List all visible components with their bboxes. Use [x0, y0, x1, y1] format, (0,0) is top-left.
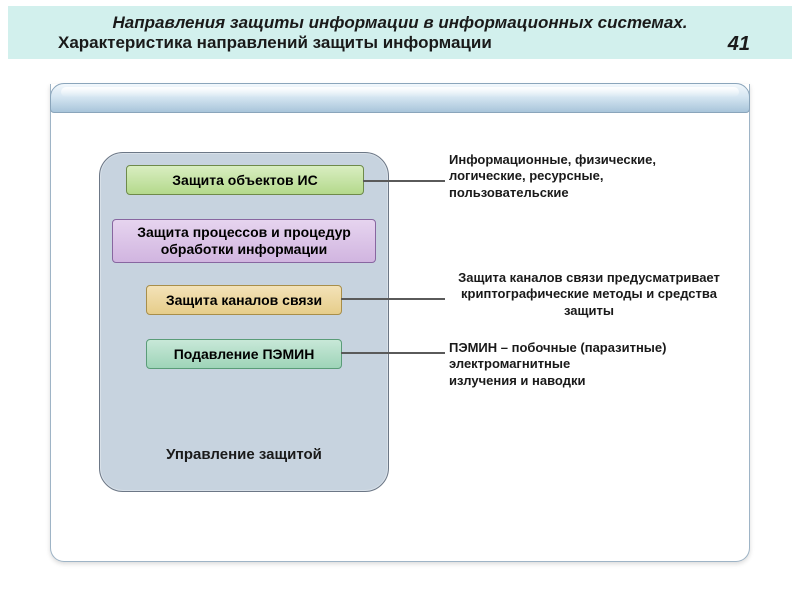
desc-2: Защита каналов связи предусматривает кри…: [449, 270, 729, 319]
header-band: Направления защиты информации в информац…: [8, 6, 792, 59]
box-objects-label: Защита объектов ИС: [172, 172, 317, 189]
connector-line-2: [341, 298, 445, 300]
desc-3-line3: излучения и наводки: [449, 373, 729, 389]
box-processes-label: Защита процессов и процедур обработки ин…: [119, 224, 369, 258]
box-pemin: Подавление ПЭМИН: [146, 339, 342, 369]
header-title-line2: Характеристика направлений защиты информ…: [22, 33, 778, 53]
desc-3-line1: ПЭМИН – побочные (паразитные): [449, 340, 729, 356]
box-channels-label: Защита каналов связи: [166, 292, 322, 309]
slide-number: 41: [728, 33, 778, 56]
slide-frame: Защита объектов ИС Защита процессов и пр…: [50, 84, 750, 562]
connector-line-1: [363, 180, 445, 182]
connector-line-3: [341, 352, 445, 354]
header-title-line1: Направления защиты информации в информац…: [22, 12, 778, 33]
frame-topbar: [50, 83, 750, 113]
container-label: Управление защитой: [100, 446, 388, 463]
box-processes: Защита процессов и процедур обработки ин…: [112, 219, 376, 263]
desc-1: Информационные, физические, логические, …: [449, 152, 709, 201]
desc-3: ПЭМИН – побочные (паразитные) электромаг…: [449, 340, 729, 389]
desc-3-line2: электромагнитные: [449, 356, 729, 372]
box-pemin-label: Подавление ПЭМИН: [174, 346, 315, 363]
header-subtitle-text: Характеристика направлений защиты информ…: [58, 33, 492, 52]
security-container: Защита объектов ИС Защита процессов и пр…: [99, 152, 389, 492]
box-channels: Защита каналов связи: [146, 285, 342, 315]
box-objects: Защита объектов ИС: [126, 165, 364, 195]
